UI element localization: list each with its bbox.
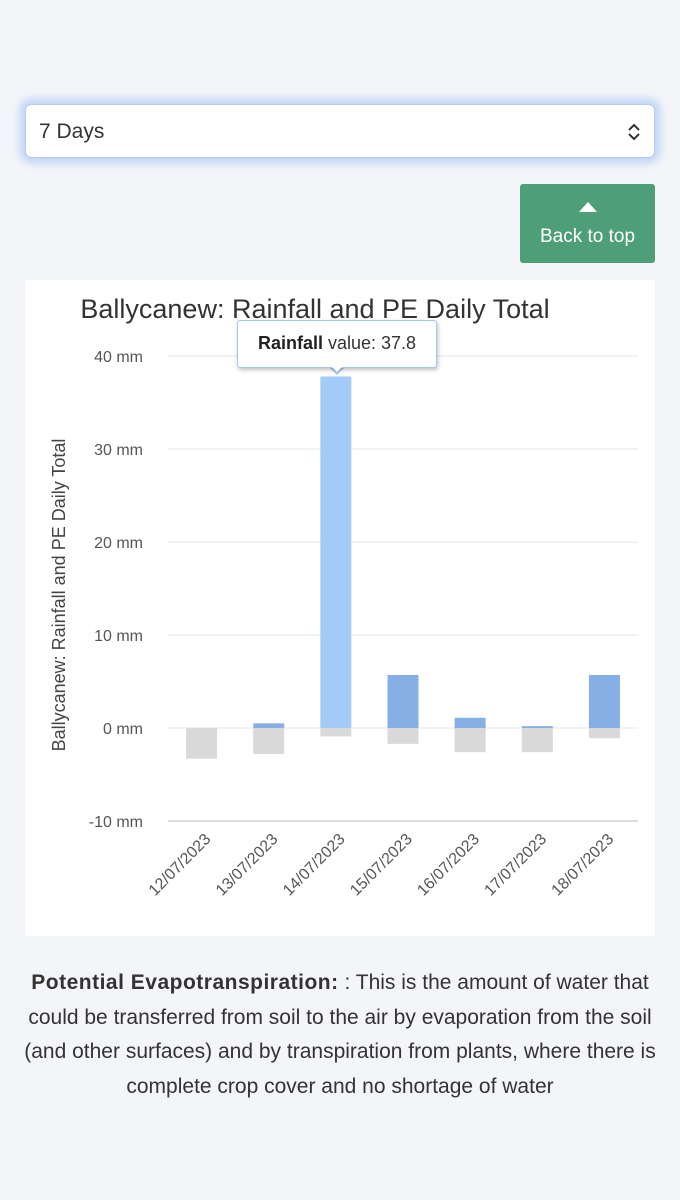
chart-card: Ballycanew: Rainfall and PE Daily Total … (25, 280, 655, 936)
period-select[interactable]: 7 Days (25, 104, 655, 158)
arrow-up-icon (579, 202, 597, 212)
rainfall-pe-chart: Ballycanew: Rainfall and PE Daily Total … (49, 294, 638, 900)
pe-bar[interactable] (186, 728, 218, 759)
tooltip-series-name: Rainfall (257, 333, 323, 353)
select-arrows-icon (628, 123, 640, 141)
y-tick-label: 40 mm (94, 349, 143, 366)
tooltip-value: value: 37.8 (322, 333, 417, 353)
y-tick-label: -10 mm (89, 814, 143, 831)
x-tick-labels: 12/07/202313/07/202314/07/202315/07/2023… (146, 831, 618, 900)
x-tick-label: 15/07/2023 (347, 831, 416, 900)
y-axis-label: Ballycanew: Rainfall and PE Daily Total (49, 439, 69, 752)
chart-title: Ballycanew: Rainfall and PE Daily Total (80, 294, 549, 324)
pe-definition: : This is the amount of water that could… (24, 971, 656, 1098)
back-to-top-label: Back to top (539, 226, 636, 247)
back-to-top-button[interactable]: Back to top (520, 184, 655, 263)
rainfall-bar[interactable] (320, 376, 352, 728)
pe-bar[interactable] (588, 728, 620, 739)
x-tick-label: 13/07/2023 (213, 831, 282, 900)
pe-description: Potential Evapotranspiration: : This is … (20, 966, 660, 1104)
bars (186, 376, 620, 759)
x-tick-label: 14/07/2023 (280, 831, 349, 900)
pe-term: Potential Evapotranspiration: (31, 971, 339, 994)
y-tick-label: 30 mm (94, 442, 143, 459)
rainfall-bar[interactable] (387, 674, 419, 728)
tooltip-box: Rainfall value: 37.8 (237, 320, 437, 368)
y-tick-label: 10 mm (94, 628, 143, 645)
pe-bar[interactable] (454, 728, 486, 753)
pe-bar[interactable] (253, 728, 285, 755)
y-tick-label: 20 mm (94, 535, 143, 552)
x-tick-label: 17/07/2023 (481, 831, 550, 900)
x-tick-label: 18/07/2023 (549, 831, 618, 900)
rainfall-bar[interactable] (521, 726, 553, 728)
x-tick-label: 16/07/2023 (414, 831, 483, 900)
period-select-value: 7 Days (39, 120, 105, 143)
y-tick-labels: 40 mm 30 mm 20 mm 10 mm 0 mm -10 mm (89, 349, 143, 831)
pe-bar[interactable] (521, 728, 553, 753)
x-tick-label: 12/07/2023 (146, 831, 215, 900)
rainfall-bar[interactable] (454, 717, 486, 728)
grid-lines (168, 355, 638, 822)
rainfall-bar[interactable] (588, 674, 620, 728)
pe-bar[interactable] (320, 728, 352, 737)
y-tick-label: 0 mm (103, 721, 143, 738)
pe-bar[interactable] (387, 728, 419, 744)
rainfall-bar[interactable] (253, 723, 285, 728)
tooltip: Rainfall value: 37.8 (237, 320, 437, 375)
